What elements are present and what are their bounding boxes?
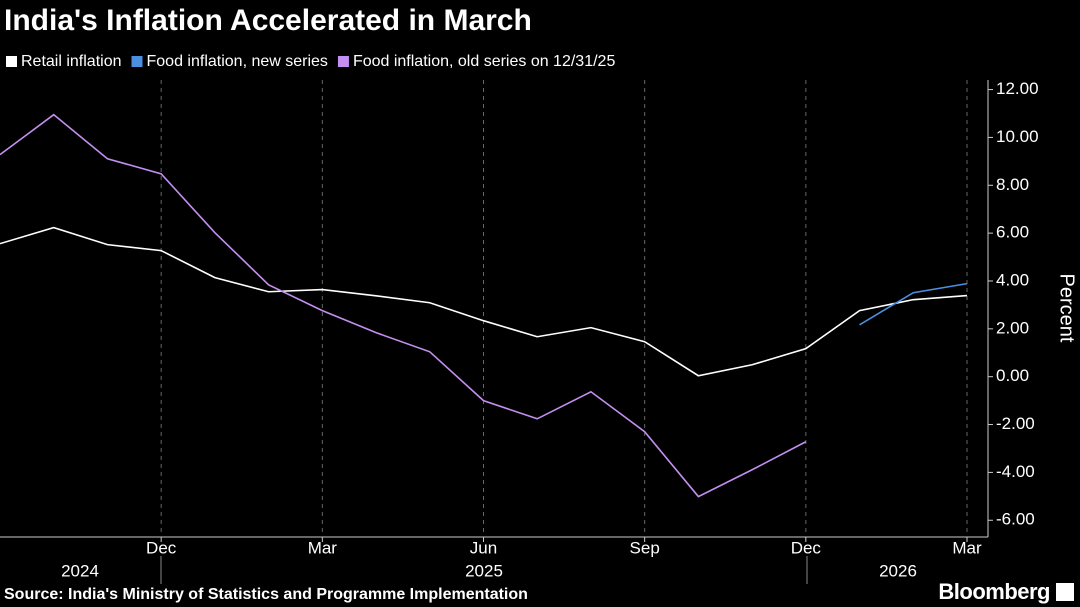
- y-tick-label: 12.00: [996, 79, 1039, 98]
- logo-icon: [1056, 583, 1074, 601]
- logo: Bloomberg: [938, 579, 1050, 604]
- y-axis-label: Percent: [1056, 274, 1078, 343]
- x-group-label: 2026: [879, 561, 917, 580]
- legend-label: Food inflation, new series: [147, 53, 328, 70]
- line-series: [0, 226, 968, 377]
- y-tick-label: 8.00: [996, 175, 1029, 194]
- x-group-label: 2024: [61, 561, 99, 580]
- x-tick-label: Dec: [791, 538, 822, 557]
- legend-label: Food inflation, old series on 12/31/25: [353, 53, 616, 70]
- y-tick-label: 6.00: [996, 223, 1029, 242]
- y-tick-label: -4.00: [996, 462, 1035, 481]
- x-tick-label: Mar: [308, 538, 338, 557]
- y-tick-label: 4.00: [996, 270, 1029, 289]
- x-tick-label: Jun: [470, 538, 497, 557]
- legend-swatch: [131, 56, 143, 67]
- source: Source: India's Ministry of Statistics a…: [4, 586, 528, 603]
- y-tick-label: -6.00: [996, 510, 1035, 529]
- x-group-label: 2025: [465, 561, 503, 580]
- line-series: [0, 113, 807, 498]
- y-tick-label: -2.00: [996, 414, 1035, 433]
- legend-swatch: [337, 56, 349, 67]
- legend-swatch: [6, 56, 17, 67]
- legend: Retail inflation Food inflation, new seri…: [6, 53, 615, 70]
- line-series: [859, 282, 968, 326]
- legend-label: Retail inflation: [21, 53, 122, 70]
- x-tick-label: Dec: [146, 538, 177, 557]
- x-tick-label: Mar: [952, 538, 982, 557]
- y-tick-label: 10.00: [996, 127, 1039, 146]
- x-tick-label: Sep: [630, 538, 660, 557]
- y-tick-label: 2.00: [996, 318, 1029, 337]
- chart-title: India's Inflation Accelerated in March: [4, 4, 532, 37]
- y-tick-label: 0.00: [996, 366, 1029, 385]
